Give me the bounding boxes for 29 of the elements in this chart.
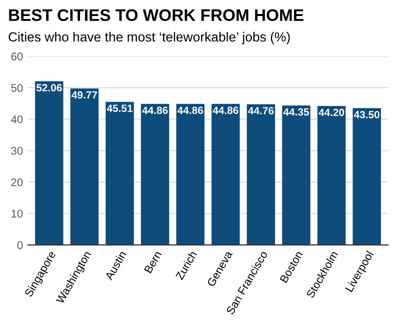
chart-subtitle: Cities who have the most ‘teleworkable’ jobs (%) <box>8 32 290 44</box>
bar <box>176 104 204 245</box>
bar <box>282 105 310 245</box>
bar <box>317 106 346 245</box>
y-tick-label: 20 <box>11 178 23 186</box>
bar <box>212 104 240 245</box>
bar <box>35 81 64 245</box>
y-tick-label: 60 <box>11 52 23 60</box>
data-label: 49.77 <box>72 91 98 99</box>
data-label: 44.86 <box>212 106 238 114</box>
data-label: 45.51 <box>106 104 133 112</box>
y-tick-label: 0 <box>17 241 23 250</box>
y-tick-label: 10 <box>12 210 23 218</box>
bar <box>70 88 99 245</box>
data-label: 44.86 <box>142 106 168 114</box>
data-label: 44.76 <box>248 106 274 114</box>
y-tick-label: 30 <box>11 146 23 155</box>
bar <box>106 102 134 245</box>
bar <box>352 108 381 245</box>
data-label: 44.86 <box>177 106 204 114</box>
data-label: 44.35 <box>283 108 309 116</box>
data-label: 44.20 <box>318 108 344 116</box>
bar <box>140 104 170 245</box>
data-label: 52.06 <box>36 84 62 92</box>
data-label: 43.50 <box>354 110 380 118</box>
chart-title: BEST CITIES TO WORK FROM HOME <box>9 9 304 22</box>
y-tick-label: 40 <box>11 115 23 124</box>
y-tick-label: 50 <box>11 84 23 92</box>
bar <box>246 104 276 245</box>
